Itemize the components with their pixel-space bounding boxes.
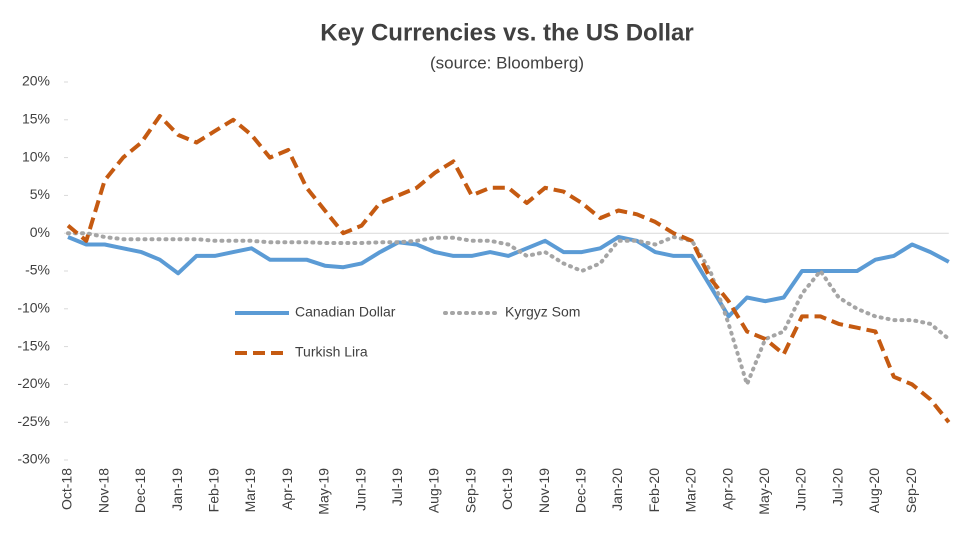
x-tick-label: Sep-19 [462,468,478,513]
x-tick-label: Apr-19 [279,468,295,510]
y-tick-label: -10% [17,300,50,316]
legend-label: Canadian Dollar [295,304,396,320]
series-line [66,231,951,387]
x-tick-label: Dec-19 [573,468,589,513]
x-tick-label: Oct-19 [499,468,515,510]
y-tick-label: 0% [30,224,50,240]
x-tick-label: Jul-19 [389,468,405,506]
x-tick-label: Nov-18 [95,468,111,513]
x-tick-label: Apr-20 [719,468,735,510]
x-tick-label: Feb-19 [206,468,222,513]
y-tick-label: -25% [17,413,50,429]
x-tick-label: Oct-18 [59,468,75,510]
x-tick-label: Jun-20 [793,468,809,511]
x-tick-label: Feb-20 [646,468,662,513]
y-tick-label: -30% [17,451,50,467]
y-tick-label: 5% [30,186,50,202]
x-tick-label: Jun-19 [352,468,368,511]
x-tick-label: Jul-20 [829,468,845,506]
series-line [67,235,950,319]
legend-label: Turkish Lira [295,344,368,360]
x-tick-label: Mar-19 [242,468,258,513]
y-tick-label: -20% [17,375,50,391]
x-tick-label: Nov-19 [536,468,552,513]
x-tick-label: Aug-20 [866,468,882,513]
y-tick-label: -15% [17,337,50,353]
x-tick-label: Dec-18 [132,468,148,513]
x-tick-label: Jan-19 [169,468,185,511]
x-tick-label: Sep-20 [903,468,919,513]
legend-label: Kyrgyz Som [505,304,580,320]
chart-subtitle: (source: Bloomberg) [430,53,584,72]
x-tick-label: Mar-20 [683,468,699,513]
chart-title: Key Currencies vs. the US Dollar [320,19,693,46]
x-tick-label: Jan-20 [609,468,625,511]
x-tick-label: Aug-19 [426,468,442,513]
y-tick-label: 10% [22,148,50,164]
series-line [66,114,951,424]
y-tick-label: 20% [22,73,50,89]
y-tick-label: 15% [22,111,50,127]
x-tick-label: May-19 [316,468,332,515]
y-tick-label: -5% [25,262,50,278]
x-tick-label: May-20 [756,468,772,515]
